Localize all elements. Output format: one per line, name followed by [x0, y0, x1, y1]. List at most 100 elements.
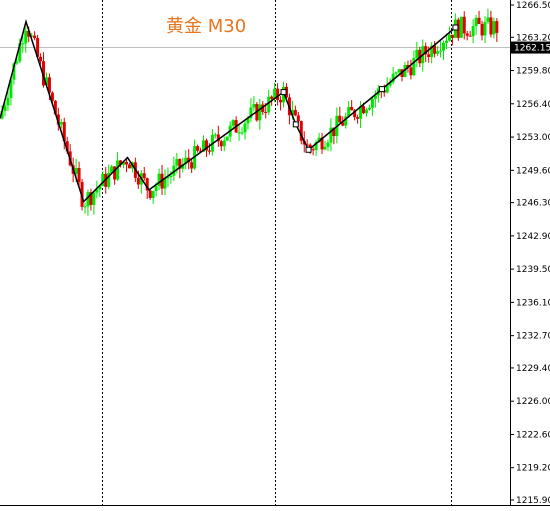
zigzag-marker: [292, 121, 299, 128]
current-price-box: [511, 41, 550, 54]
y-tick-label: 1236.10: [516, 298, 550, 308]
candle-body: [483, 21, 487, 36]
candle: [323, 140, 327, 151]
candle: [36, 34, 40, 59]
candle: [86, 189, 90, 216]
candle-body: [489, 17, 493, 35]
zigzag-marker: [305, 146, 312, 153]
candle-body: [86, 192, 90, 207]
candle-body: [199, 150, 203, 152]
candle: [486, 8, 490, 25]
candle: [492, 17, 496, 39]
candle: [62, 117, 66, 150]
candle-body: [30, 35, 34, 37]
candle-body: [9, 79, 13, 98]
y-tick-label: 1246.30: [516, 199, 550, 209]
candle: [89, 188, 93, 211]
candle-body: [231, 120, 235, 126]
candle: [222, 136, 226, 152]
candle: [39, 53, 43, 65]
candle-body: [124, 161, 128, 165]
candle: [367, 104, 371, 111]
candle: [21, 34, 25, 53]
candle-body: [172, 165, 176, 176]
candle-body: [341, 122, 345, 126]
candle-body: [370, 98, 374, 108]
candle-body: [116, 160, 120, 180]
candle: [495, 18, 499, 42]
y-tick-label: 1249.60: [516, 166, 550, 176]
candle-body: [350, 106, 354, 111]
y-tick-label: 1219.20: [516, 464, 550, 474]
candle-body: [59, 122, 63, 125]
candle: [373, 90, 377, 108]
candle: [439, 41, 443, 58]
candle-body: [21, 43, 25, 45]
candle-body: [33, 35, 37, 39]
candle-body: [471, 26, 475, 37]
candle: [462, 11, 466, 40]
candle-body: [486, 17, 490, 22]
candle: [293, 105, 297, 117]
candle-body: [338, 115, 342, 123]
candle-body: [293, 109, 297, 116]
candle-body: [142, 173, 146, 179]
candle: [187, 149, 191, 170]
candle-body: [412, 58, 416, 76]
candle-body: [219, 141, 223, 147]
candle-body: [50, 92, 54, 101]
candle-body: [391, 73, 395, 83]
candle: [370, 95, 374, 116]
candle: [483, 16, 487, 44]
session-separators: [102, 0, 452, 505]
candle-body: [74, 168, 78, 174]
candle-body: [385, 85, 389, 93]
candle-body: [492, 21, 496, 35]
zigzag-line: [0, 18, 456, 204]
candle-body: [101, 173, 105, 187]
candle-body: [243, 123, 247, 133]
candle-body: [409, 67, 413, 76]
candle-body: [427, 54, 431, 58]
candle-body: [415, 49, 419, 59]
candle-body: [56, 114, 60, 125]
candle: [442, 40, 446, 60]
candle: [359, 100, 363, 129]
y-axis-ticks: 1266.50 1263.20 1259.80 1256.40 1253.00 1249.…: [510, 1, 550, 506]
candle-body: [329, 127, 333, 143]
candle-body: [202, 140, 206, 152]
candle-body: [480, 23, 484, 36]
zigzag-marker: [378, 86, 385, 93]
candle: [127, 162, 131, 169]
candle: [240, 127, 244, 136]
candle: [95, 180, 99, 199]
candle-body: [187, 157, 191, 163]
candle-body: [119, 160, 123, 165]
candle: [447, 26, 451, 42]
candle-body: [92, 192, 96, 205]
candle-body: [184, 157, 188, 165]
candle: [77, 161, 81, 188]
candle-body: [305, 144, 309, 146]
candle: [391, 66, 395, 85]
candle: [279, 96, 283, 111]
candle-body: [42, 61, 46, 86]
candle: [157, 168, 161, 191]
candle-body: [264, 111, 268, 113]
candle: [477, 10, 481, 25]
candle-body: [364, 109, 368, 114]
candle-body: [495, 21, 499, 33]
candle-body: [258, 104, 262, 121]
candle-body: [477, 17, 481, 24]
candle: [332, 127, 336, 145]
chart-title: 黄金 M30: [166, 16, 246, 37]
y-tick-label: 1222.60: [516, 430, 550, 440]
candle: [489, 10, 493, 38]
candle-body: [181, 164, 185, 169]
candle-body: [444, 40, 448, 43]
candle-body: [12, 63, 16, 80]
candle: [299, 120, 303, 145]
candle: [409, 59, 413, 80]
candle: [329, 118, 333, 152]
